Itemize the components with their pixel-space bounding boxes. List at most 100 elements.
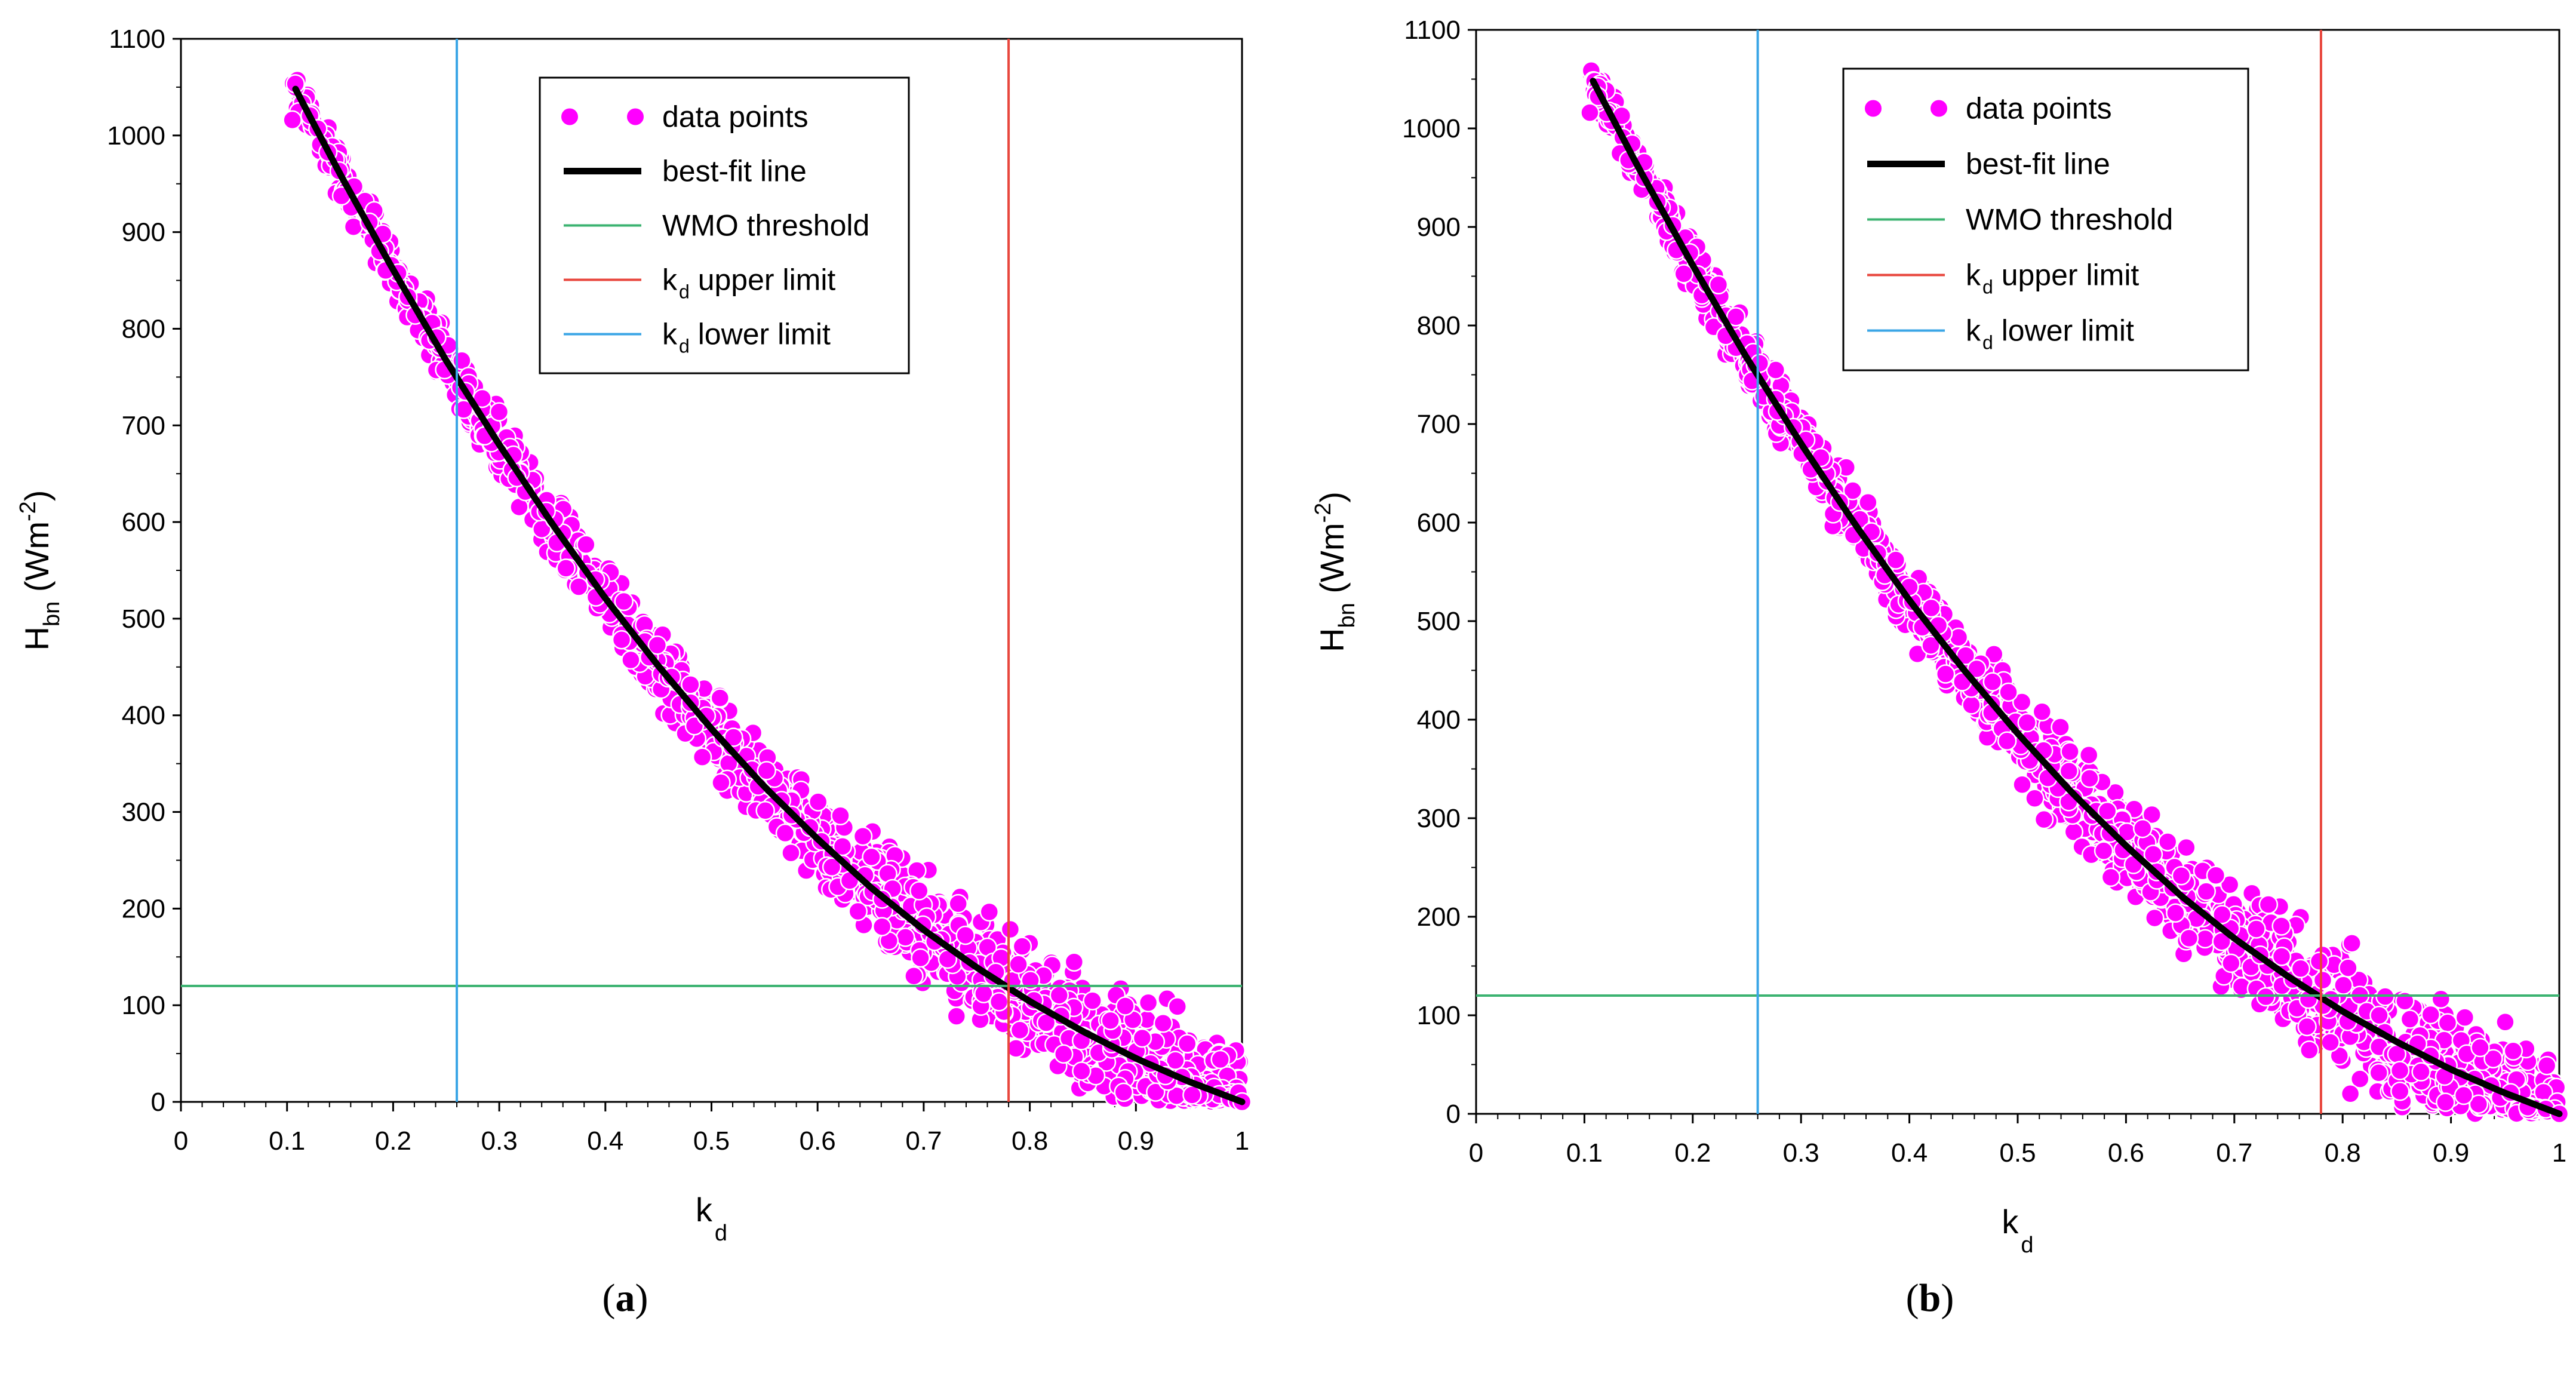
data-point <box>948 893 968 914</box>
legend-entry-label: kd upper limit <box>1966 259 2139 298</box>
data-point <box>2157 832 2178 852</box>
data-point <box>614 591 634 612</box>
legend-entry-label: best-fit line <box>662 155 807 188</box>
data-point <box>1999 682 2018 702</box>
data-point <box>1843 481 1863 500</box>
x-tick-label: 0.1 <box>1566 1138 1603 1168</box>
data-point <box>822 857 842 877</box>
data-point <box>1935 664 1956 684</box>
y-tick-label: 400 <box>1417 705 1461 735</box>
data-point <box>2470 1037 2490 1058</box>
data-point <box>2258 895 2279 914</box>
data-point <box>1674 264 1694 284</box>
x-tick-label: 0.5 <box>1999 1138 2036 1168</box>
data-point <box>2329 1046 2350 1066</box>
data-point <box>2195 929 2215 949</box>
data-point <box>2166 903 2185 923</box>
data-point <box>1006 1039 1026 1058</box>
data-point <box>1708 275 1729 295</box>
data-point <box>2132 818 2153 839</box>
y-tick-label: 900 <box>1417 213 1461 242</box>
legend-marker-data-points <box>1864 99 1883 118</box>
data-point <box>2483 1049 2503 1068</box>
legend-entry-label: data points <box>1966 92 2112 125</box>
x-tick-label: 0.1 <box>269 1126 305 1156</box>
data-point <box>1132 1028 1152 1048</box>
y-tick-label: 100 <box>122 991 165 1020</box>
data-point <box>2179 928 2199 948</box>
data-point <box>2436 1092 2455 1112</box>
y-tick-label: 800 <box>1417 311 1461 340</box>
data-point <box>909 881 929 901</box>
data-point <box>2080 768 2099 788</box>
y-tick-label: 300 <box>122 798 165 827</box>
data-point <box>2495 1012 2515 1032</box>
panel-label-a: (a) <box>602 1276 648 1320</box>
data-point <box>1012 936 1032 956</box>
data-point <box>2060 742 2080 761</box>
data-point <box>2390 1061 2410 1080</box>
data-point <box>904 966 924 986</box>
x-tick-label: 0.3 <box>481 1126 518 1156</box>
data-point <box>2079 745 2099 765</box>
data-point <box>1182 1085 1202 1105</box>
data-point <box>2171 866 2191 886</box>
data-point <box>2454 1085 2474 1105</box>
data-point <box>2297 1016 2317 1037</box>
data-point <box>576 535 596 555</box>
panel-b: 0 100 200 300 400 500 600 700 800 900 1000 1100 0 0.1… <box>1311 16 2569 1258</box>
data-point <box>2012 692 2032 712</box>
y-tick-label: 500 <box>122 604 165 634</box>
data-point <box>2143 844 2163 864</box>
legend-marker-data-points <box>626 107 645 127</box>
legend-marker-data-points <box>560 107 579 127</box>
data-point <box>989 992 1009 1012</box>
data-point <box>946 1006 967 1026</box>
data-point <box>2334 975 2353 995</box>
y-tick-label: 1100 <box>1404 16 1461 45</box>
data-point <box>1009 954 1028 974</box>
y-tick-label: 300 <box>1417 804 1461 833</box>
data-point <box>1146 1082 1166 1102</box>
data-point <box>1580 103 1600 122</box>
data-point <box>343 217 364 237</box>
data-point <box>2369 1063 2389 1083</box>
data-point <box>1982 672 2003 692</box>
data-point <box>1115 996 1135 1016</box>
legend-entry-label: best-fit line <box>1966 148 2110 181</box>
data-point <box>2421 1005 2440 1025</box>
data-point <box>611 629 632 650</box>
data-point <box>2101 867 2121 887</box>
data-point <box>2431 989 2451 1009</box>
data-point <box>1922 598 1941 618</box>
data-point <box>489 402 509 422</box>
data-point <box>2291 959 2311 979</box>
data-point <box>1962 695 1981 715</box>
legend: data points best-fit line WMO threshold kd … <box>1842 67 2249 371</box>
data-point <box>621 650 641 670</box>
data-point <box>2313 970 2333 990</box>
data-point <box>1984 644 2004 664</box>
legend-entry-label: kd upper limit <box>662 263 835 303</box>
y-tick-label: 0 <box>1446 1099 1461 1129</box>
data-point <box>681 675 700 695</box>
x-tick-label: 0.6 <box>2108 1138 2144 1168</box>
data-point <box>775 823 795 843</box>
y-tick-label: 1100 <box>109 24 165 54</box>
x-tick-label: 0.5 <box>693 1126 730 1156</box>
y-tick-label: 700 <box>1417 410 1461 439</box>
data-point <box>2097 801 2117 821</box>
data-point <box>808 792 828 812</box>
data-point <box>872 917 892 936</box>
data-point <box>2469 1094 2489 1114</box>
x-tick-label: 0.7 <box>905 1126 942 1156</box>
legend: data points best-fit line WMO threshold kd … <box>539 76 910 374</box>
data-point <box>2300 1040 2319 1060</box>
data-point <box>1153 1013 1173 1033</box>
y-tick-label: 0 <box>151 1088 165 1117</box>
data-point <box>2051 717 2070 737</box>
x-axis-label: kd <box>696 1191 727 1246</box>
data-point <box>2350 1069 2370 1089</box>
x-tick-label: 0.4 <box>1891 1138 1928 1168</box>
data-point <box>955 925 976 945</box>
